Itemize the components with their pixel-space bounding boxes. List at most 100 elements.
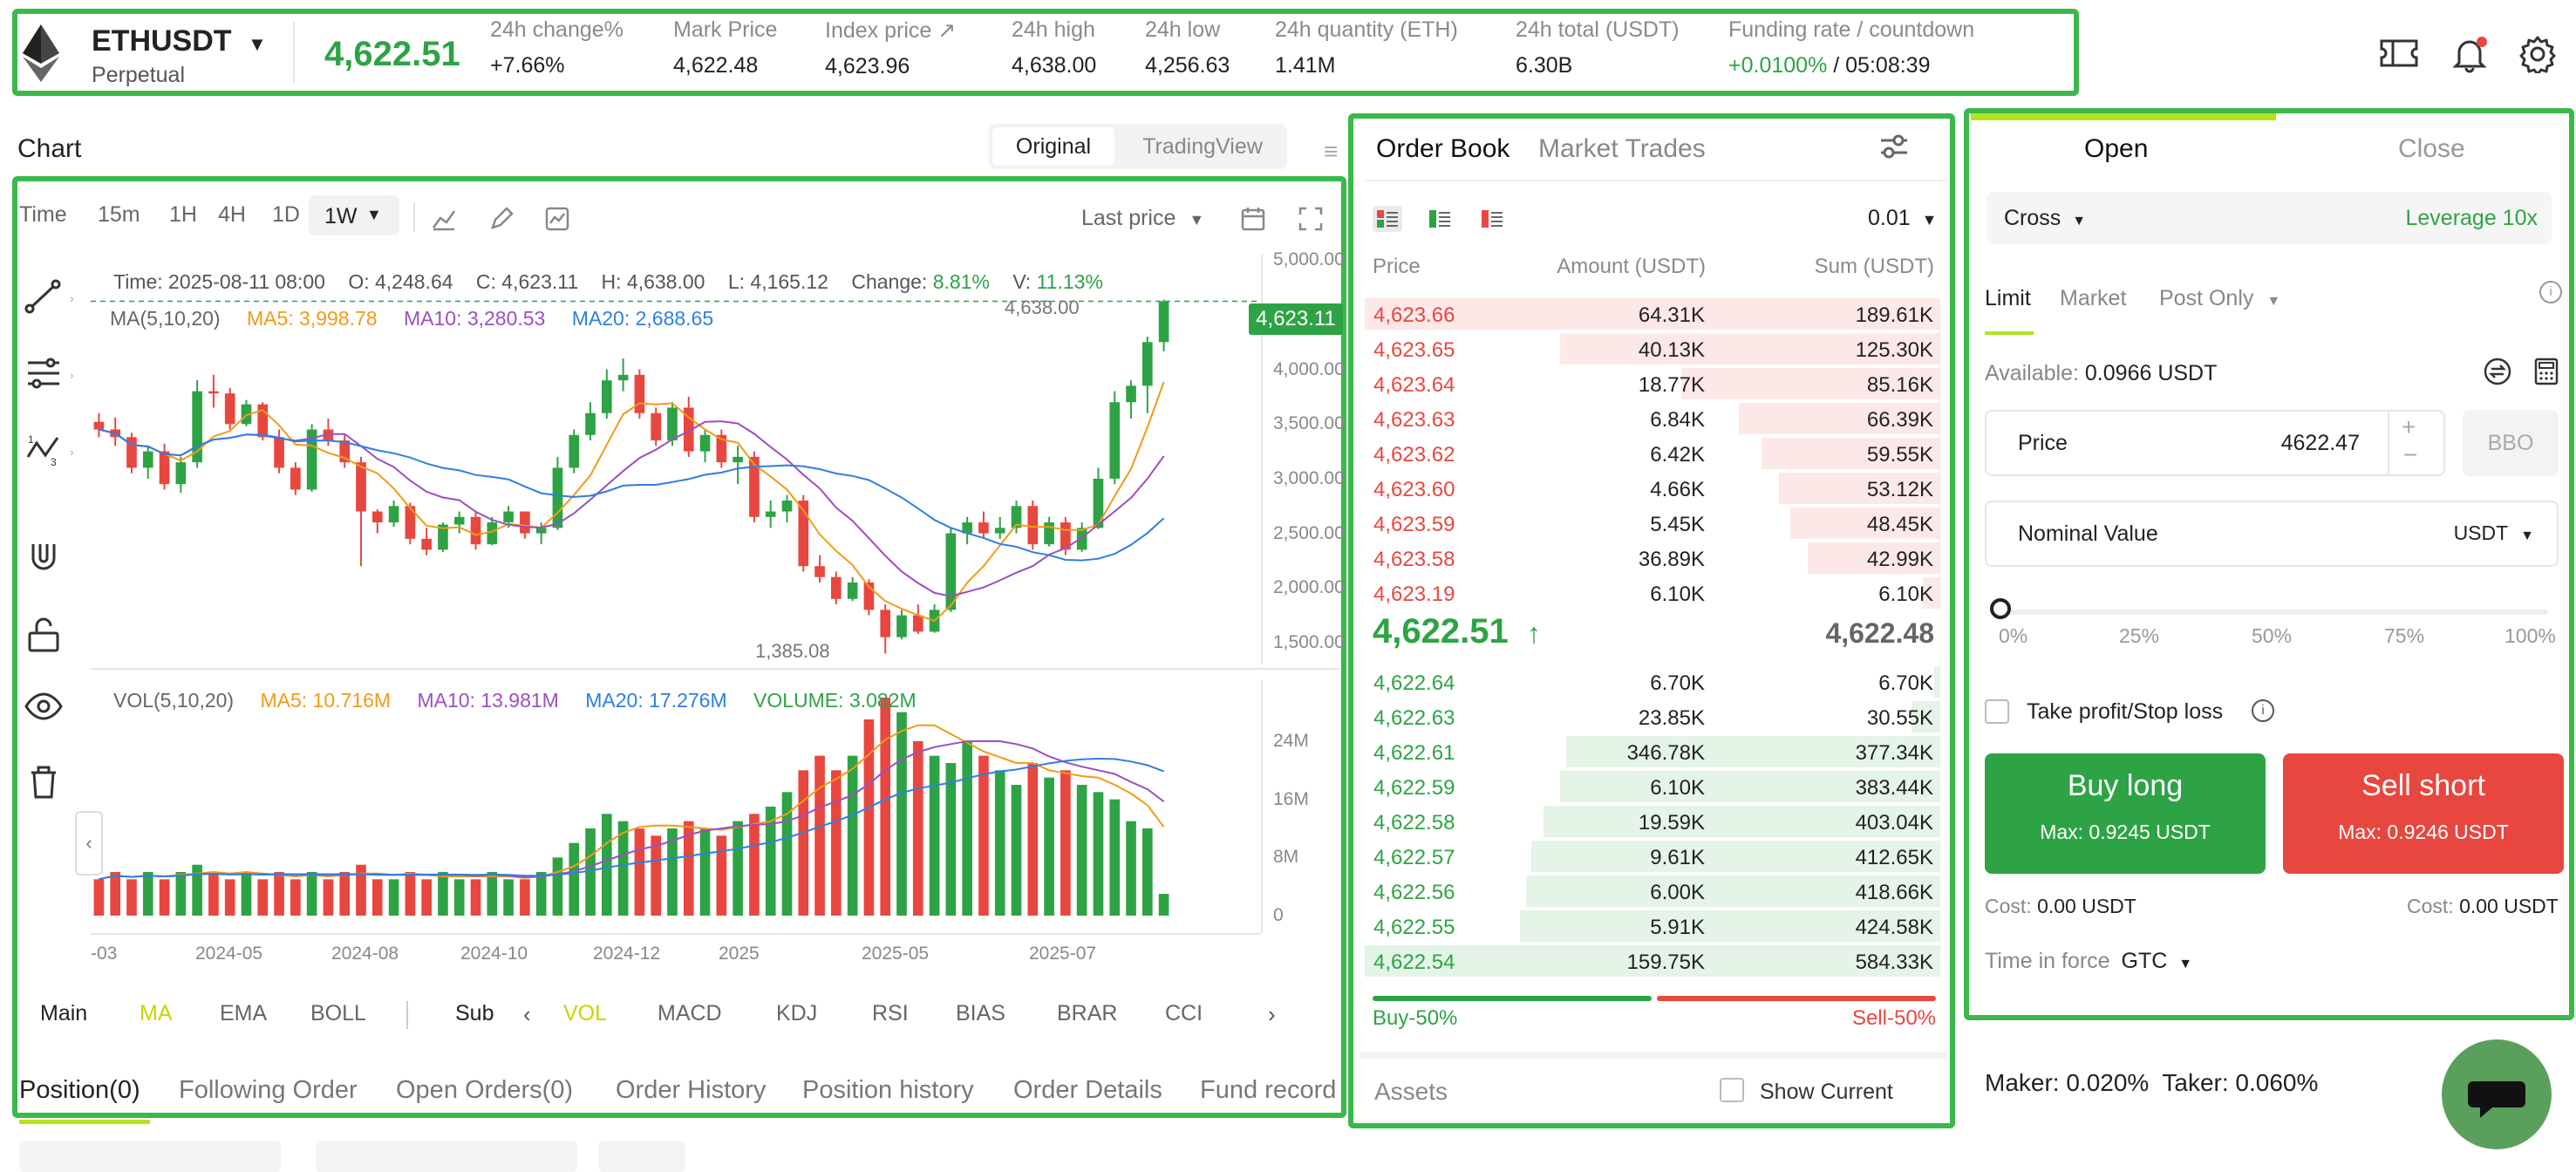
timeframe-15m[interactable]: 15m (98, 202, 140, 227)
gear-icon[interactable] (2518, 35, 2557, 78)
tab-original[interactable]: Original (992, 127, 1114, 166)
tab-close[interactable]: Close (2398, 134, 2465, 163)
tab-order-history[interactable]: Order History (616, 1076, 767, 1104)
bid-row[interactable]: 4,622.55 5.91K 424.58K (1365, 909, 1940, 944)
pencil-icon[interactable] (488, 206, 515, 236)
external-link-icon[interactable]: ↗ (937, 18, 957, 43)
view-bids-icon[interactable] (1425, 206, 1455, 236)
chart-style-icon[interactable] (544, 206, 570, 236)
view-both-icon[interactable] (1373, 206, 1402, 232)
chevron-left-icon[interactable]: ‹ (523, 1001, 531, 1027)
indicator-boll[interactable]: BOLL (310, 1001, 366, 1026)
slider-mark-25[interactable]: 25% (2119, 624, 2160, 647)
tab-following-order[interactable]: Following Order (179, 1076, 358, 1104)
calculator-icon[interactable] (2534, 358, 2559, 390)
bid-row[interactable]: 4,622.57 9.61K 412.65K (1365, 839, 1940, 874)
bid-row[interactable]: 4,622.59 6.10K 383.44K (1365, 769, 1940, 804)
ask-row[interactable]: 4,623.19 6.10K 6.10K (1365, 576, 1940, 610)
sliders-icon[interactable] (1878, 131, 1910, 167)
bid-row[interactable]: 4,622.54 159.75K 584.33K (1365, 944, 1940, 978)
bid-row[interactable]: 4,622.64 6.70K 6.70K (1365, 664, 1940, 699)
indicator-macd[interactable]: MACD (658, 1001, 722, 1026)
transfer-icon[interactable] (2484, 358, 2511, 390)
margin-mode-selector[interactable]: Cross ▼ (2004, 206, 2086, 231)
tab-market-trades[interactable]: Market Trades (1538, 134, 1706, 163)
increment-button[interactable]: + (2402, 413, 2416, 440)
bid-row[interactable]: 4,622.61 346.78K 377.34K (1365, 734, 1940, 769)
slider-mark-75[interactable]: 75% (2384, 624, 2425, 647)
price-input[interactable]: Price 4622.47 + − (1985, 410, 2445, 476)
indicator-kdj[interactable]: KDJ (776, 1001, 818, 1026)
ticket-icon[interactable] (2379, 38, 2419, 72)
order-type-market[interactable]: Market (2060, 286, 2127, 310)
indicator-icon[interactable] (431, 206, 457, 236)
nominal-value-input[interactable]: Nominal Value USDT ▼ (1985, 501, 2559, 567)
bbo-button[interactable]: BBO (2463, 410, 2559, 476)
precision-selector[interactable]: 0.01 ▼ (1868, 206, 1937, 231)
indicator-bias[interactable]: BIAS (956, 1001, 1005, 1026)
symbol-selector[interactable]: ETHUSDT ▼ (92, 24, 267, 58)
pattern-tool-icon[interactable]: 1 3 › (26, 433, 74, 468)
amount-slider[interactable] (1990, 598, 2548, 619)
eye-icon[interactable] (24, 687, 63, 730)
candlestick-chart[interactable] (91, 255, 1259, 664)
bell-icon[interactable] (2450, 35, 2489, 78)
chevron-right-icon[interactable]: › (1268, 1001, 1276, 1027)
tab-position[interactable]: Position(0) (19, 1076, 140, 1104)
bid-row[interactable]: 4,622.63 23.85K 30.55K (1365, 699, 1940, 734)
timeframe-1w-selector[interactable]: 1W ▼ (309, 195, 399, 235)
decrement-button[interactable]: − (2403, 441, 2418, 468)
bid-row[interactable]: 4,622.56 6.00K 418.66K (1365, 874, 1940, 909)
indicator-vol[interactable]: VOL (563, 1001, 608, 1026)
sell-short-button[interactable]: Sell short Max: 0.9246 USDT (2283, 753, 2564, 874)
chat-support-button[interactable] (2442, 1039, 2552, 1149)
tab-tradingview[interactable]: TradingView (1142, 134, 1263, 159)
order-type-limit[interactable]: Limit (1985, 286, 2031, 310)
bid-row[interactable]: 4,622.58 19.59K 403.04K (1365, 804, 1940, 839)
info-icon[interactable]: i (2539, 281, 2562, 303)
chart-drag-handle-icon[interactable]: ≡ (1324, 138, 1339, 165)
stat-index-price[interactable]: Index price ↗ 4,623.96 (825, 17, 956, 79)
timeframe-time[interactable]: Time (19, 202, 67, 227)
tab-position-history[interactable]: Position history (802, 1076, 974, 1104)
magnet-icon[interactable] (24, 539, 63, 582)
indicator-ema[interactable]: EMA (220, 1001, 268, 1026)
trash-icon[interactable] (24, 762, 63, 805)
ask-row[interactable]: 4,623.62 6.42K 59.55K (1365, 436, 1940, 471)
timeframe-4h[interactable]: 4H (218, 202, 246, 227)
tab-order-book[interactable]: Order Book (1376, 134, 1510, 163)
leverage-button[interactable]: Leverage 10x (2405, 206, 2538, 230)
fib-tool-icon[interactable]: › (24, 354, 74, 397)
slider-handle[interactable] (1990, 598, 2011, 619)
tab-open[interactable]: Open (2084, 134, 2149, 163)
indicator-cci[interactable]: CCI (1165, 1001, 1203, 1026)
collapse-left-button[interactable]: ‹ (75, 811, 103, 876)
ask-row[interactable]: 4,623.59 5.45K 48.45K (1365, 506, 1940, 541)
volume-chart[interactable] (91, 698, 1259, 916)
indicator-rsi[interactable]: RSI (872, 1001, 909, 1026)
calendar-icon[interactable] (1240, 206, 1266, 236)
tab-order-details[interactable]: Order Details (1013, 1076, 1162, 1104)
fullscreen-icon[interactable] (1298, 206, 1324, 236)
ask-row[interactable]: 4,623.58 36.89K 42.99K (1365, 541, 1940, 576)
buy-long-button[interactable]: Buy long Max: 0.9245 USDT (1985, 753, 2266, 874)
view-asks-icon[interactable] (1477, 206, 1507, 236)
trendline-tool-icon[interactable]: › (24, 277, 74, 320)
tab-fund-record[interactable]: Fund record (1200, 1076, 1337, 1104)
timeframe-1d[interactable]: 1D (272, 202, 300, 227)
nominal-unit-selector[interactable]: USDT ▼ (2454, 521, 2534, 545)
indicator-brar[interactable]: BRAR (1057, 1001, 1118, 1026)
indicator-ma[interactable]: MA (140, 1001, 173, 1026)
price-type-selector[interactable]: Last price ▼ (1081, 206, 1204, 231)
slider-mark-0[interactable]: 0% (1999, 624, 2028, 647)
ask-row[interactable]: 4,623.64 18.77K 85.16K (1365, 366, 1940, 401)
order-type-post-only[interactable]: Post Only ▼ (2159, 286, 2280, 311)
tpsl-checkbox[interactable] (1985, 699, 2009, 724)
tab-open-orders[interactable]: Open Orders(0) (396, 1076, 574, 1104)
ask-row[interactable]: 4,623.66 64.31K 189.61K (1365, 296, 1940, 331)
slider-mark-100[interactable]: 100% (2504, 624, 2556, 647)
time-in-force-selector[interactable]: Time in force GTC ▼ (1985, 949, 2192, 974)
ask-row[interactable]: 4,623.60 4.66K 53.12K (1365, 471, 1940, 506)
show-current-checkbox[interactable] (1720, 1078, 1744, 1102)
info-icon[interactable]: i (2252, 699, 2274, 722)
